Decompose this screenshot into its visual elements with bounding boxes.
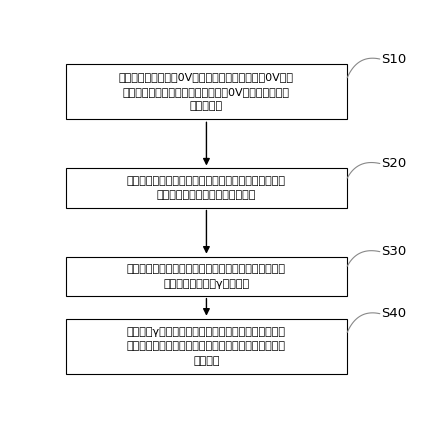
Text: S10: S10 (381, 53, 407, 66)
Text: S40: S40 (381, 307, 407, 320)
Text: 根据所述基准电流及所述测量电流，计算补偿电压为各
个特定值时分别所对应的补偿电流: 根据所述基准电流及所述测量电流，计算补偿电压为各 个特定值时分别所对应的补偿电流 (127, 176, 286, 201)
Bar (66, 168, 347, 208)
Text: 根据补偿电压为各个特定值时分别所对应的补偿电流，
确定基于幂函数的γ补偿曲线: 根据补偿电压为各个特定值时分别所对应的补偿电流， 确定基于幂函数的γ补偿曲线 (127, 264, 286, 289)
Text: S30: S30 (381, 245, 407, 258)
Bar (66, 318, 347, 374)
Text: 获取补偿电压分别为0V时以及为多个不同的大于0V的特
定值时的测量电流，并将补偿电压为0V时的测量电流作
为基准电流: 获取补偿电压分别为0V时以及为多个不同的大于0V的特 定值时的测量电流，并将补偿… (119, 72, 294, 112)
Text: S20: S20 (381, 157, 407, 170)
Text: 根据所述γ补偿曲线计算最优补偿电压，并使用所述最
优补偿电压来对所述中间功率量程探测器的第二电压源
进行设置: 根据所述γ补偿曲线计算最优补偿电压，并使用所述最 优补偿电压来对所述中间功率量程… (127, 326, 286, 366)
Bar (66, 257, 347, 296)
Bar (66, 64, 347, 120)
